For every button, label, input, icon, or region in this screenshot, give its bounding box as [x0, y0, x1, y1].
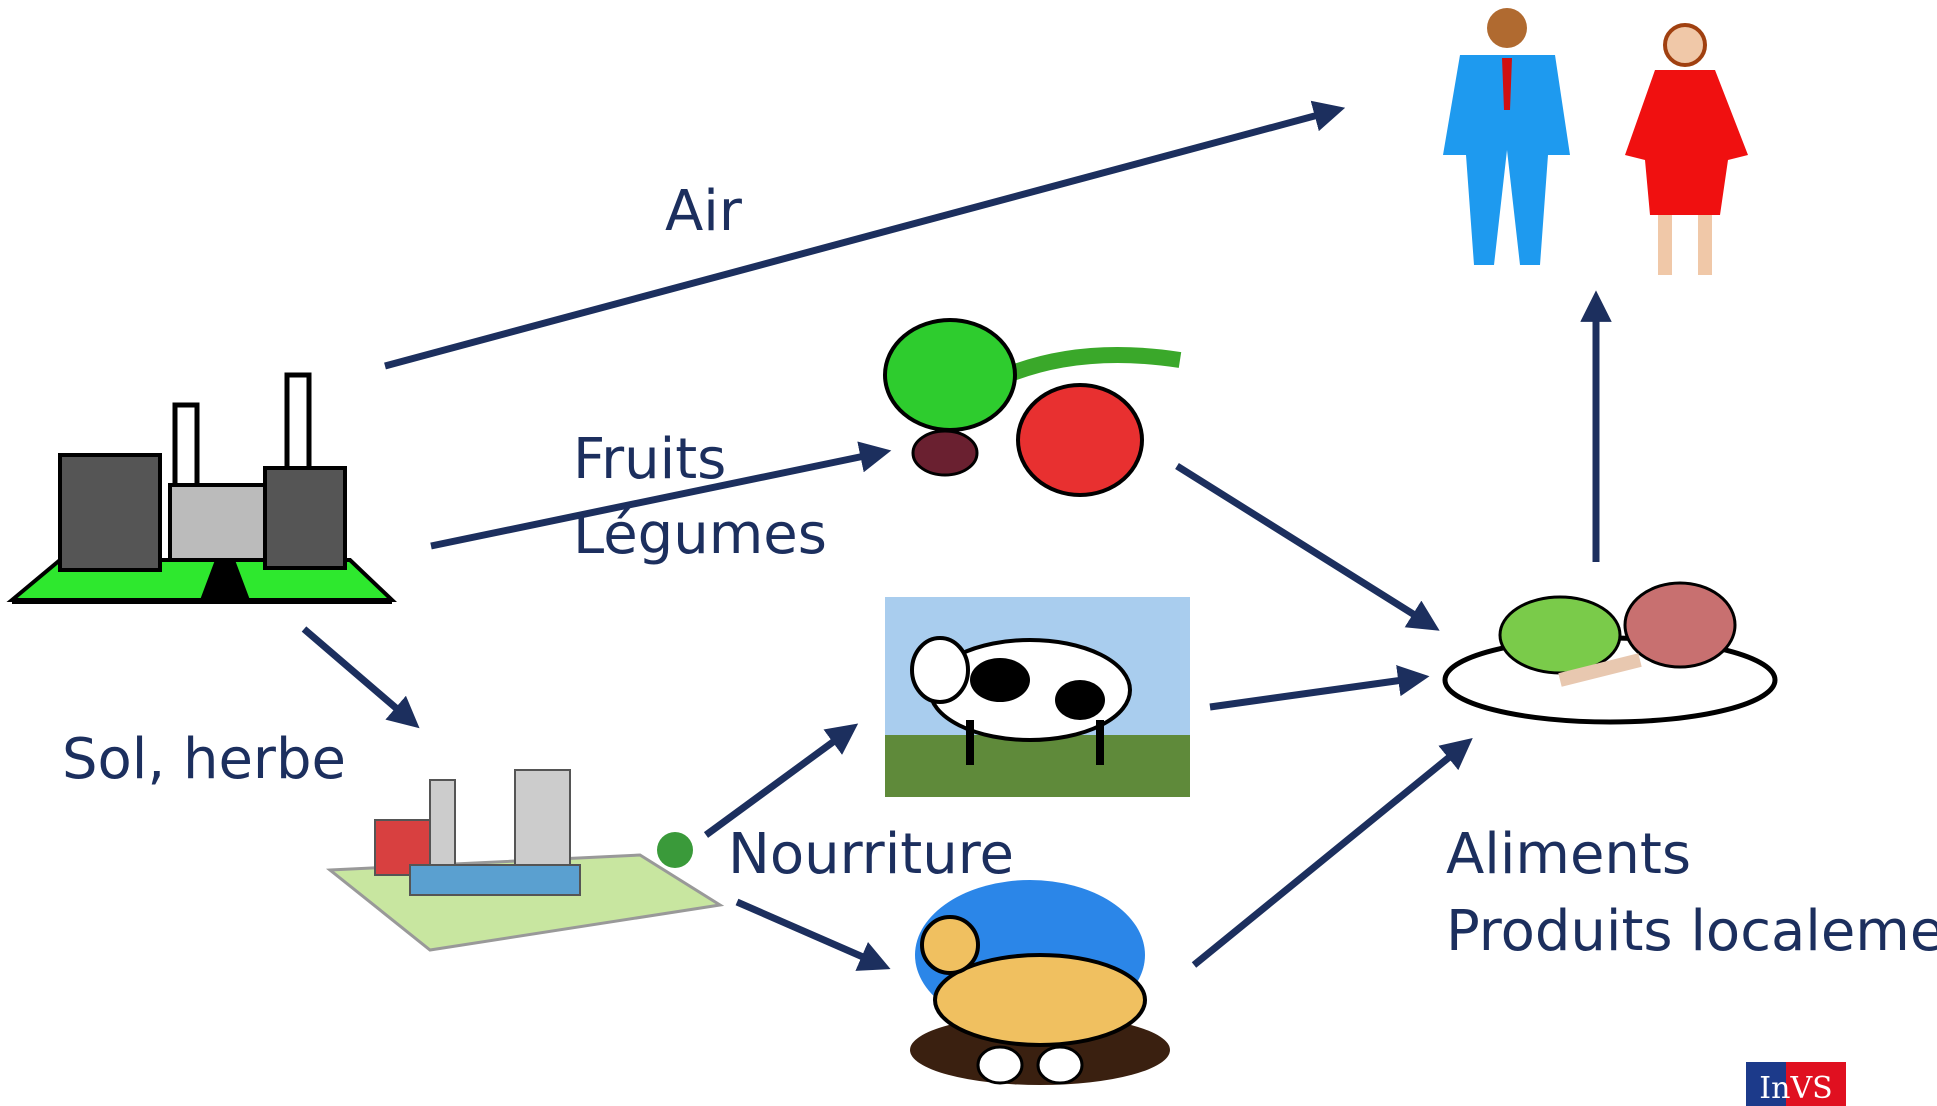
- arrow: [1194, 746, 1463, 965]
- arrow: [385, 111, 1333, 366]
- arrow: [304, 629, 410, 720]
- arrow: [1177, 466, 1429, 624]
- chicken-icon: [910, 880, 1170, 1085]
- label-produits: Produits localement: [1446, 899, 1937, 964]
- farm-icon: [330, 770, 720, 950]
- label-aliments: Aliments: [1446, 822, 1691, 887]
- diagram: InVS Air Fruits Légumes Sol, herbe Nourr…: [0, 0, 1937, 1106]
- vegetables-icon: [885, 320, 1180, 495]
- label-nourriture: Nourriture: [728, 822, 1014, 887]
- logo-text: InVS: [1759, 1071, 1832, 1106]
- plate-icon: [1445, 583, 1775, 722]
- arrow: [737, 902, 879, 964]
- label-legumes: Légumes: [573, 502, 827, 567]
- label-air: Air: [665, 179, 743, 244]
- label-fruits: Fruits: [573, 427, 726, 492]
- people-icon: [1443, 8, 1748, 275]
- arrow: [706, 731, 848, 835]
- logo: InVS: [1746, 1062, 1846, 1106]
- factory-icon: [12, 375, 392, 604]
- label-sol: Sol, herbe: [62, 727, 346, 792]
- arrow: [1210, 678, 1417, 707]
- cow-icon: [885, 597, 1190, 797]
